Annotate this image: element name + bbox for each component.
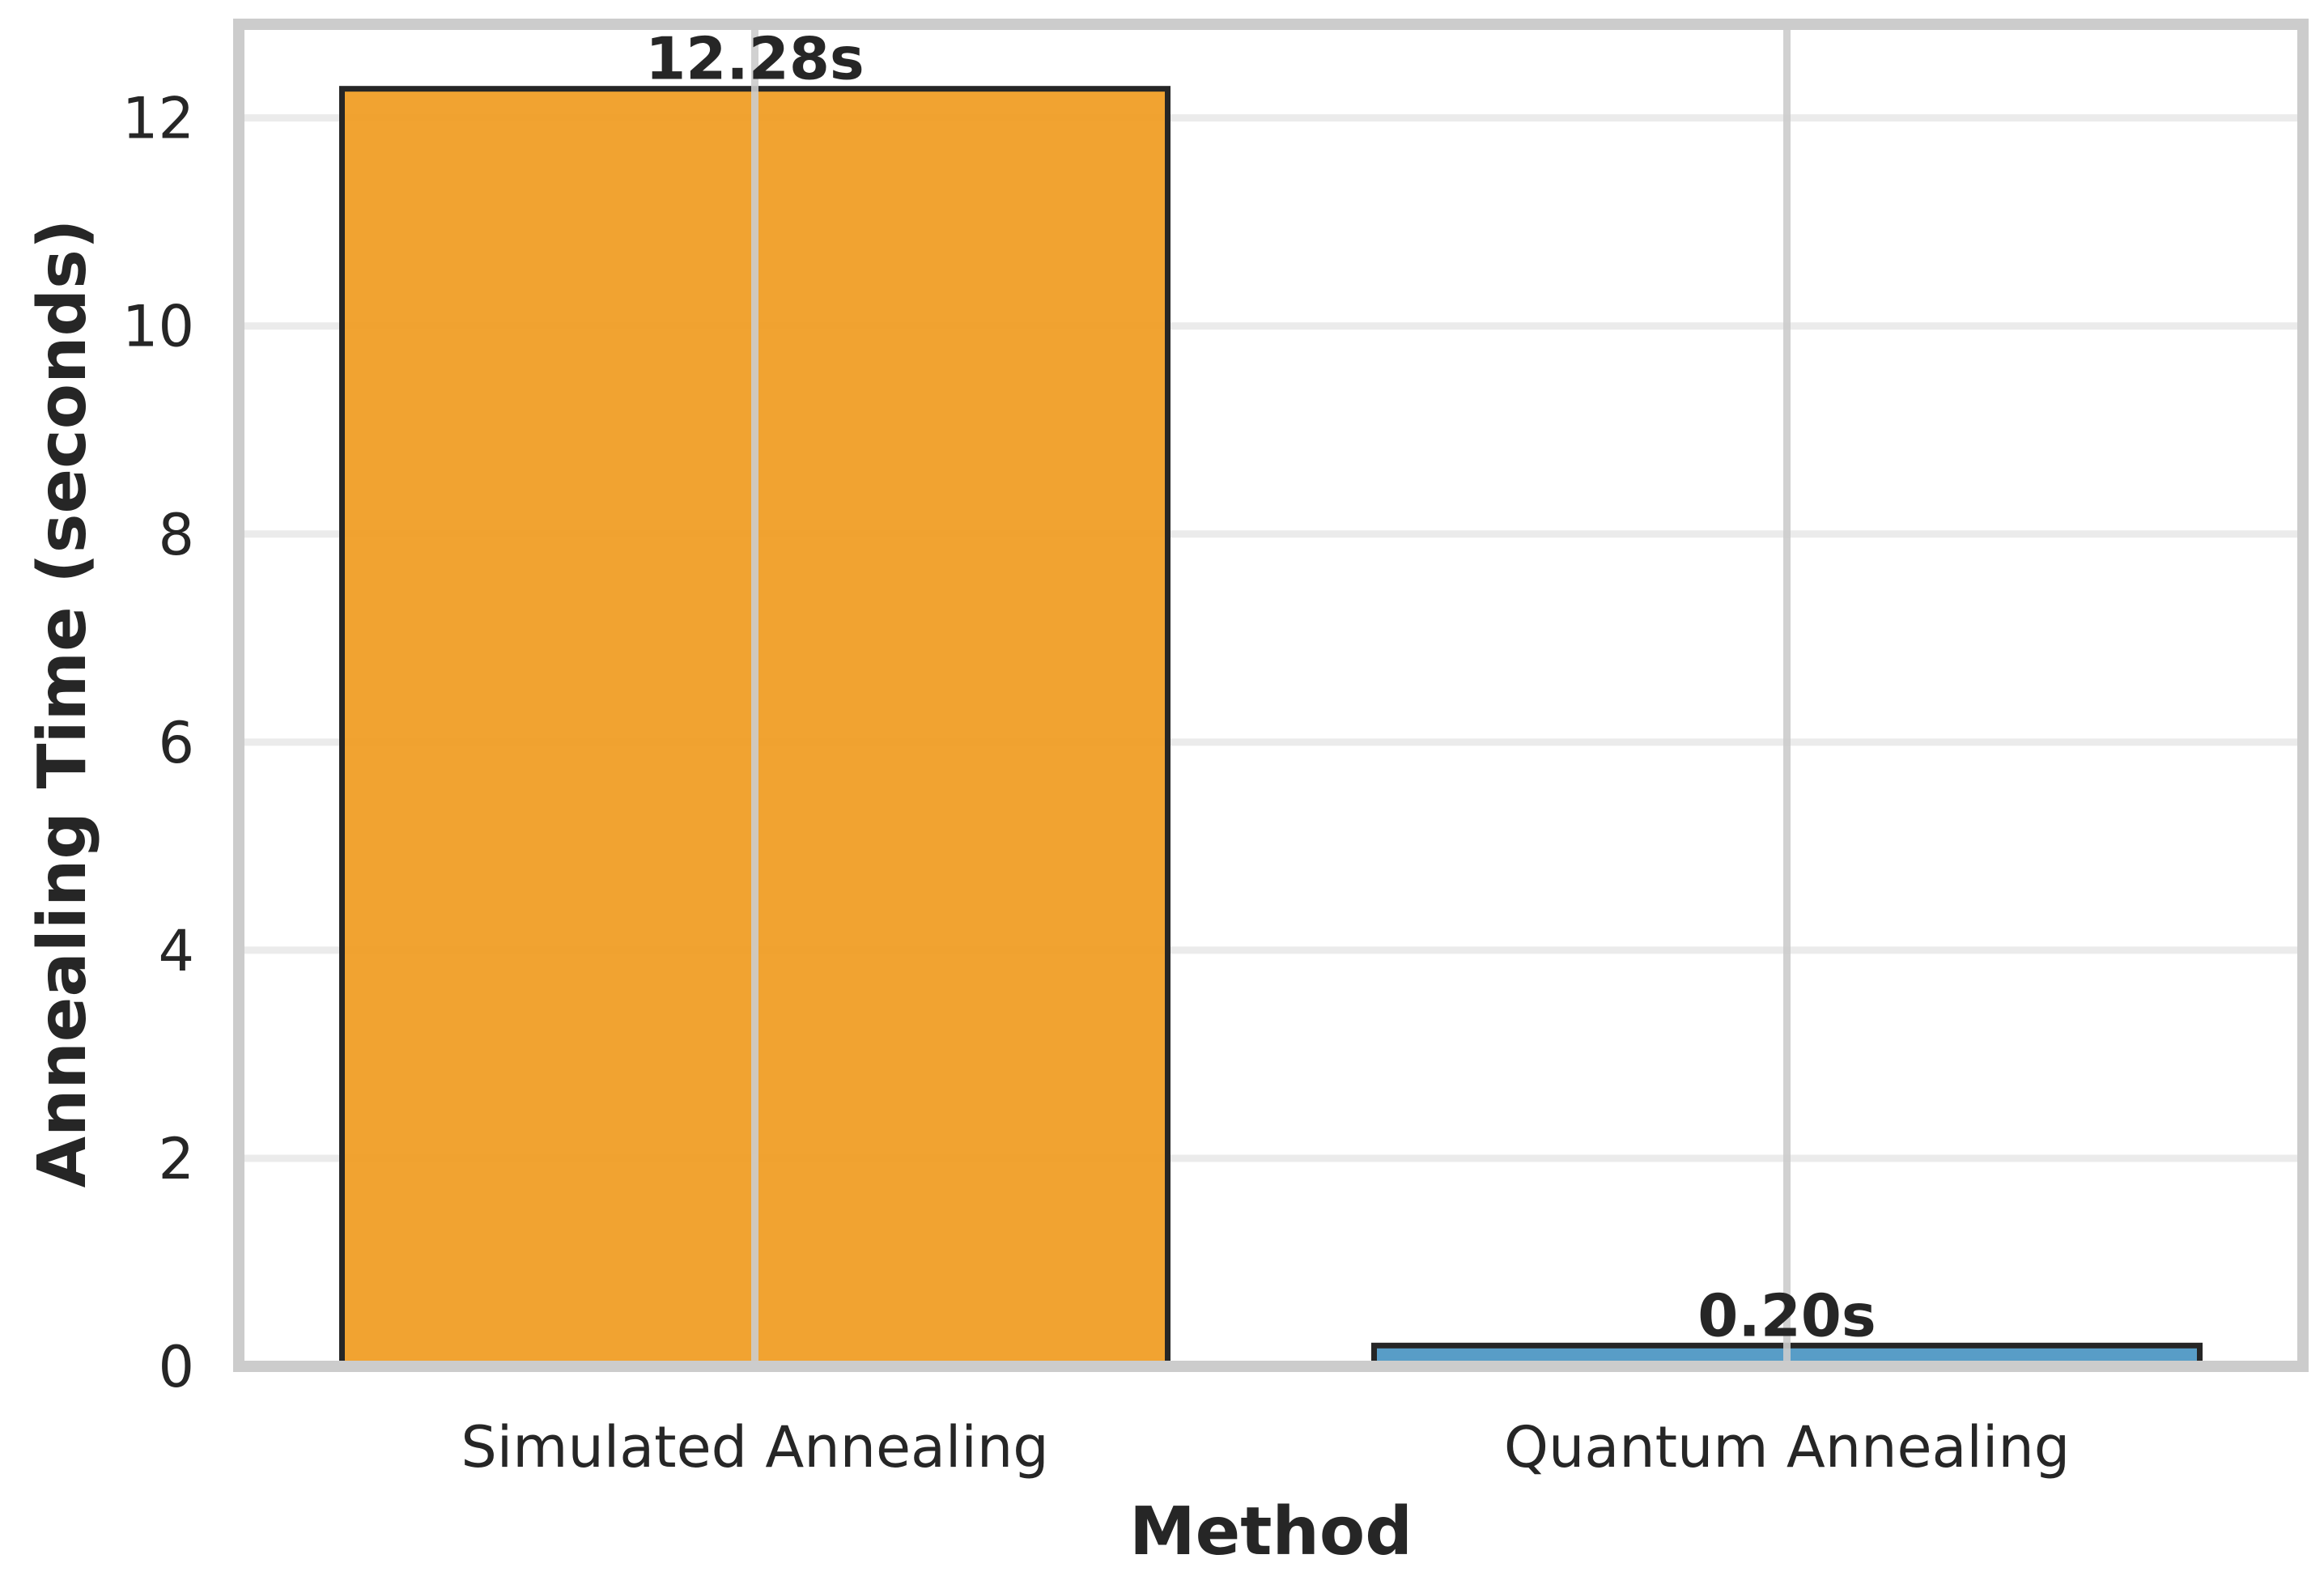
y-axis-label: Annealing Time (seconds) [24, 219, 101, 1188]
y-tick-label: 12 [122, 86, 194, 152]
plot-frame [233, 19, 2309, 1372]
x-tick-label: Simulated Annealing [461, 1414, 1048, 1480]
y-tick-label: 10 [122, 294, 194, 360]
bar-value-label: 0.20s [1697, 1281, 1876, 1349]
y-tick-label: 4 [158, 918, 194, 984]
y-tick-label: 0 [158, 1334, 194, 1400]
y-tick-label: 8 [158, 502, 194, 568]
y-tick-label: 2 [158, 1126, 194, 1192]
y-tick-label: 6 [158, 710, 194, 776]
y-tick-labels: 0 2 4 6 8 10 12 [122, 86, 194, 1400]
data-labels: 12.28s 0.20s [645, 25, 1876, 1350]
x-tick-labels: Simulated Annealing Quantum Annealing [461, 1414, 2070, 1480]
x-axis-label: Method [1129, 1493, 1413, 1570]
x-tick-label: Quantum Annealing [1504, 1414, 2070, 1480]
bar-value-label: 12.28s [645, 25, 865, 93]
